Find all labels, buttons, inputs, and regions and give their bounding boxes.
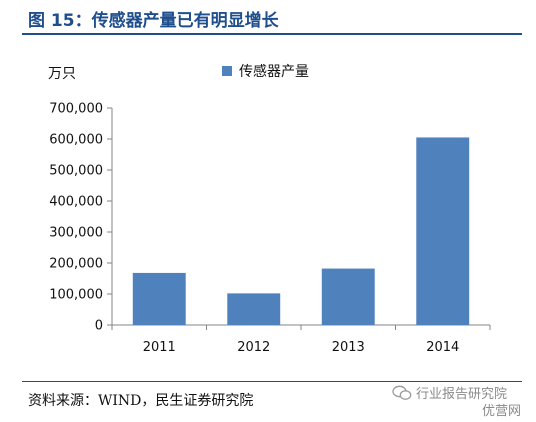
source-note: 资料来源：WIND，民生证券研究院 — [28, 393, 254, 409]
bar-2012 — [227, 293, 281, 325]
x-tick-label: 2011 — [143, 340, 176, 355]
y-tick-label: 0 — [95, 319, 103, 334]
y-tick-label: 300,000 — [49, 226, 103, 241]
y-tick-label: 400,000 — [49, 195, 103, 210]
y-tick-label: 100,000 — [49, 288, 103, 303]
y-tick-label: 600,000 — [49, 133, 103, 148]
wechat-icon — [392, 385, 412, 400]
bar-chart: 0 100,000 200,000 300,000 400,000 500,000 600,… — [49, 102, 491, 355]
x-tick-label: 2014 — [426, 340, 459, 355]
bar-2013 — [321, 268, 375, 325]
watermark-line-1: 行业报告研究院 — [416, 387, 508, 402]
bar-2011 — [132, 272, 186, 325]
source-divider — [22, 381, 522, 382]
y-axis-unit-label: 万只 — [48, 66, 76, 82]
title-divider — [22, 33, 522, 35]
bar-2014 — [416, 137, 470, 325]
watermark-line-2: 优营网 — [482, 404, 522, 419]
legend-label: 传感器产量 — [239, 64, 309, 80]
watermark: 行业报告研究院 优营网 — [392, 383, 524, 419]
y-tick-label: 500,000 — [49, 164, 103, 179]
y-tick-label: 700,000 — [49, 102, 103, 117]
legend-swatch — [222, 66, 232, 76]
chart-legend: 传感器产量 — [222, 61, 309, 81]
x-tick-label: 2012 — [237, 340, 270, 355]
x-tick-label: 2013 — [332, 340, 365, 355]
y-tick-label: 200,000 — [49, 257, 103, 272]
figure-title: 图 15：传感器产量已有明显增长 — [28, 11, 279, 31]
